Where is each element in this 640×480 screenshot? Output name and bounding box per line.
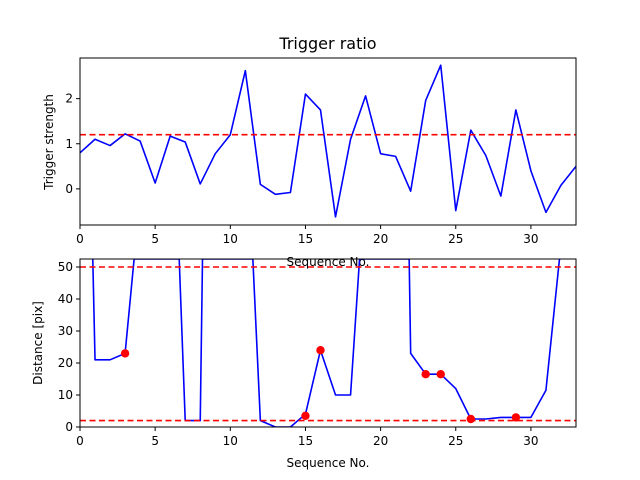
- chart-title: Trigger ratio: [278, 34, 376, 53]
- x-tick-label: 0: [76, 232, 84, 246]
- distance-panel: Distance [pix] Sequence No. 0 5 10 15 20 25 30…: [31, 258, 577, 470]
- x-tick-label: 20: [373, 434, 388, 448]
- data-point-marker: [301, 411, 310, 420]
- x-tick-label: 5: [151, 232, 159, 246]
- y-tick-label: 20: [58, 356, 73, 370]
- y-tick-label: 40: [58, 292, 73, 306]
- x-tick-label: 15: [298, 434, 313, 448]
- y-axis-label: Distance [pix]: [31, 301, 45, 385]
- x-axis-label: Sequence No.: [287, 456, 370, 470]
- x-tick-label: 30: [523, 232, 538, 246]
- x-tick-label: 30: [523, 434, 538, 448]
- axes-frame: [79, 258, 577, 428]
- data-point-marker: [511, 413, 521, 422]
- y-tick-label: 50: [58, 260, 73, 274]
- x-tick-label: 10: [223, 232, 238, 246]
- data-point-marker: [421, 370, 430, 379]
- x-tick-label: 10: [223, 434, 238, 448]
- plot-area: [80, 64, 576, 218]
- data-point-marker: [316, 346, 325, 355]
- data-point-marker: [436, 370, 445, 379]
- y-tick-label: 0: [65, 182, 73, 196]
- x-tick-label: 5: [151, 434, 159, 448]
- y-tick-label: 30: [58, 324, 73, 338]
- x-tick-label: 20: [373, 232, 388, 246]
- y-tick-label: 10: [58, 388, 73, 402]
- x-tick-label: 0: [76, 434, 84, 448]
- y-axis-label: Trigger strength: [42, 94, 56, 191]
- x-tick-label: 25: [448, 434, 463, 448]
- plot-area: [80, 259, 576, 427]
- y-tick-label: 0: [65, 420, 73, 434]
- data-point-marker: [120, 349, 130, 358]
- x-tick-label: 15: [298, 232, 313, 246]
- trigger-ratio-panel: Trigger ratio Trigger strength Sequence …: [42, 34, 577, 269]
- x-tick-label: 25: [448, 232, 463, 246]
- data-point-marker: [466, 414, 475, 424]
- axes-frame: [79, 57, 577, 226]
- y-tick-label: 1: [65, 137, 73, 151]
- y-tick-label: 2: [65, 92, 73, 106]
- series-line: [80, 64, 576, 218]
- series-line: [91, 259, 561, 427]
